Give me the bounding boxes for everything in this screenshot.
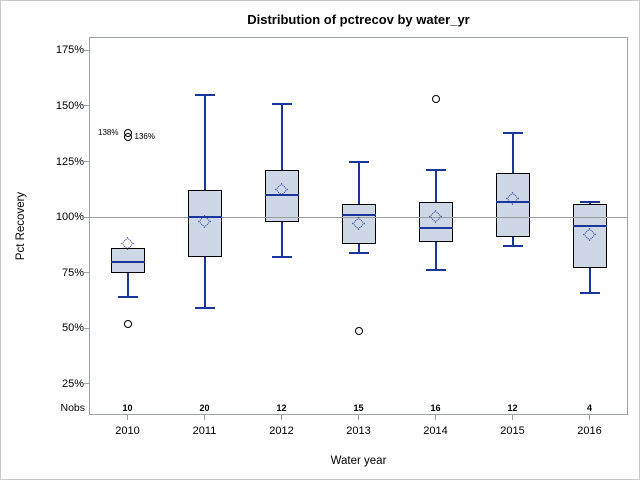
y-tick-125 [82, 161, 89, 163]
whisker-high-2012 [280, 103, 283, 171]
whisker-cap-high-2013 [348, 160, 369, 163]
x-tick-label-2016: 2016 [577, 425, 602, 437]
whisker-low-2015 [511, 237, 514, 246]
y-tick-label-125: 125% [55, 155, 84, 168]
x-tick-2016 [589, 415, 590, 420]
whisker-low-2012 [280, 221, 283, 258]
box-2010 [110, 248, 145, 273]
x-tick-label-2012: 2012 [269, 425, 294, 437]
outlier-label-138: 138% [98, 127, 119, 137]
outlier-2013-49 [354, 326, 363, 335]
x-tick-label-2011: 2011 [192, 425, 217, 437]
x-tick-label-2010: 2010 [115, 425, 140, 437]
nobs-row-label: Nobs [60, 402, 85, 414]
outlier-2014-153 [431, 95, 440, 104]
y-tick-75 [82, 272, 89, 274]
y-tick-label-50: 50% [61, 322, 84, 335]
whisker-cap-low-2013 [348, 251, 369, 254]
x-tick-2014 [435, 415, 436, 420]
x-tick-label-2013: 2013 [346, 425, 371, 437]
whisker-cap-low-2016 [579, 291, 600, 294]
x-tick-2012 [281, 415, 282, 420]
box-2011 [187, 190, 222, 258]
nobs-value-2012: 12 [276, 403, 287, 413]
nobs-value-2014: 16 [430, 403, 441, 413]
whisker-cap-low-2012 [271, 256, 292, 259]
whisker-high-2011 [203, 94, 206, 191]
whisker-low-2011 [203, 257, 206, 309]
whisker-cap-low-2015 [502, 245, 523, 247]
nobs-value-2010: 10 [122, 403, 133, 413]
whisker-low-2013 [357, 243, 360, 253]
nobs-value-2013: 15 [353, 403, 364, 413]
whisker-cap-low-2011 [194, 307, 215, 310]
whisker-cap-high-2012 [271, 102, 292, 105]
whisker-low-2010 [126, 272, 129, 298]
box-2012 [264, 170, 299, 222]
median-2013 [341, 213, 376, 216]
outlier-2010-136 [123, 133, 132, 142]
whisker-cap-high-2011 [194, 93, 215, 96]
whisker-cap-high-2016 [579, 200, 600, 203]
y-tick-175 [82, 49, 89, 51]
median-2015 [495, 200, 530, 203]
y-tick-25 [82, 383, 89, 385]
box-2015 [495, 172, 530, 238]
whisker-cap-high-2015 [502, 131, 523, 134]
median-2014 [418, 227, 453, 230]
x-tick-2015 [512, 415, 513, 420]
nobs-value-2015: 12 [507, 403, 518, 413]
y-tick-label-150: 150% [55, 99, 84, 112]
chart-title: Distribution of pctrecov by water_yr [247, 12, 470, 27]
y-tick-50 [82, 327, 89, 329]
x-axis-title: Water year [330, 455, 387, 467]
plot-area [89, 37, 628, 415]
whisker-low-2014 [434, 241, 437, 271]
y-tick-100 [82, 216, 89, 218]
median-2016 [572, 225, 607, 227]
box-2013 [341, 203, 376, 244]
median-2012 [264, 193, 299, 196]
y-axis-title: Pct Recovery [15, 191, 27, 261]
whisker-high-2014 [434, 170, 437, 202]
y-tick-label-100: 100% [55, 211, 84, 224]
box-2014 [418, 201, 453, 242]
x-tick-label-2015: 2015 [500, 425, 525, 437]
reference-line-100 [89, 216, 628, 218]
median-2010 [110, 260, 145, 263]
median-2011 [187, 216, 222, 219]
y-tick-label-25: 25% [61, 377, 84, 390]
nobs-value-2016: 4 [586, 403, 592, 413]
whisker-high-2013 [357, 161, 360, 204]
nobs-value-2011: 20 [199, 403, 210, 413]
x-tick-2011 [204, 415, 205, 420]
x-tick-label-2014: 2014 [423, 425, 448, 437]
outlier-2010-52 [123, 319, 132, 328]
y-tick-label-175: 175% [55, 44, 84, 57]
whisker-high-2016 [588, 201, 591, 204]
y-tick-label-75: 75% [61, 266, 84, 279]
x-tick-2010 [127, 415, 128, 420]
whisker-low-2016 [588, 268, 591, 293]
whisker-cap-low-2014 [425, 269, 446, 272]
box-2016 [572, 203, 607, 269]
outlier-label-136: 136% [134, 132, 155, 142]
whisker-cap-high-2014 [425, 169, 446, 172]
y-tick-150 [82, 105, 89, 107]
whisker-high-2015 [511, 132, 514, 173]
x-tick-2013 [358, 415, 359, 420]
whisker-cap-low-2010 [117, 296, 138, 299]
